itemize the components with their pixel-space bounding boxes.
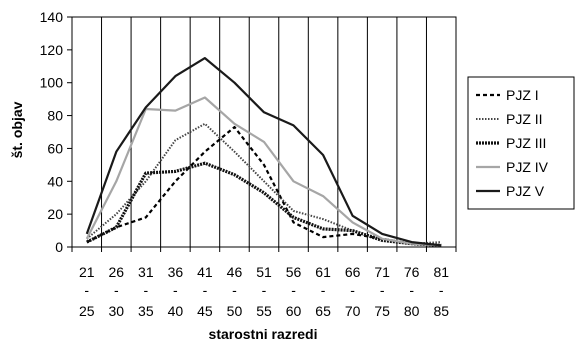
x-tick-label-start: 46 [227, 264, 243, 280]
x-tick-label-start: 26 [109, 264, 125, 280]
y-axis-label: št. objav [9, 101, 25, 158]
x-tick-label-start: 66 [345, 264, 361, 280]
series-line-pjz-iv [85, 96, 442, 247]
x-tick-label-start: 41 [197, 264, 213, 280]
y-tick-label: 40 [47, 173, 63, 189]
x-tick-label-end: 85 [433, 303, 449, 319]
x-tick-label-dash: - [321, 282, 326, 298]
y-tick-label: 20 [47, 206, 63, 222]
x-axis-label: starostni razredi [209, 326, 318, 342]
x-tick-label-start: 56 [286, 264, 302, 280]
legend-label-pjz-i: PJZ I [506, 87, 539, 103]
x-tick-label-end: 70 [345, 303, 361, 319]
x-tick-label-end: 40 [168, 303, 184, 319]
x-tick-label-start: 81 [433, 264, 449, 280]
x-tick-label-start: 61 [315, 264, 331, 280]
y-tick-label: 80 [47, 108, 63, 124]
x-tick-label-dash: - [173, 282, 178, 298]
x-tick-label-end: 65 [315, 303, 331, 319]
x-tick-label-start: 71 [374, 264, 390, 280]
x-tick-labels: 21 - 25 26 - 30 31 - 35 36 - 40 41 - 45 46 - 50 51 - 55 56 - 60… [79, 264, 449, 319]
x-tick-label-dash: - [291, 282, 296, 298]
x-tick-label-end: 25 [79, 303, 95, 319]
x-tick-label-start: 51 [256, 264, 272, 280]
y-tick-label: 140 [40, 9, 64, 25]
x-tick-label-start: 36 [168, 264, 184, 280]
x-tick-label-end: 35 [138, 303, 154, 319]
x-tick-label-dash: - [409, 282, 414, 298]
x-tick-label-dash: - [114, 282, 119, 298]
axes [67, 16, 457, 252]
series-line-pjz-i [86, 125, 442, 247]
legend-label-pjz-iv: PJZ IV [506, 159, 549, 175]
x-tick-label-end: 55 [256, 303, 272, 319]
series-lines [85, 56, 442, 247]
x-tick-label-end: 45 [197, 303, 213, 319]
series-line-pjz-iii [86, 161, 442, 247]
x-tick-label-start: 21 [79, 264, 95, 280]
x-tick-label-dash: - [84, 282, 89, 298]
x-tick-label-end: 50 [227, 303, 243, 319]
x-tick-label-end: 60 [286, 303, 302, 319]
legend: PJZ I PJZ II PJZ III PJZ IV PJZ V [467, 76, 575, 210]
legend-label-pjz-iii: PJZ III [506, 135, 546, 151]
y-tick-label: 120 [40, 42, 64, 58]
plot-area-border [71, 16, 457, 248]
x-tick-label-dash: - [439, 282, 444, 298]
x-tick-label-dash: - [144, 282, 149, 298]
x-tick-label-dash: - [232, 282, 237, 298]
x-tick-label-end: 30 [109, 303, 125, 319]
x-tick-label-dash: - [203, 282, 208, 298]
x-tick-label-end: 75 [374, 303, 390, 319]
series-line-pjz-v [85, 56, 442, 247]
y-tick-labels: 0 20 40 60 80 100 120 140 [40, 9, 64, 255]
legend-label-pjz-ii: PJZ II [506, 111, 543, 127]
x-tick-label-start: 31 [138, 264, 154, 280]
x-tick-label-dash: - [262, 282, 267, 298]
x-tick-label-dash: - [350, 282, 355, 298]
x-tick-label-start: 76 [404, 264, 420, 280]
legend-label-pjz-v: PJZ V [506, 183, 545, 199]
x-tick-label-dash: - [380, 282, 385, 298]
y-tick-label: 100 [40, 75, 64, 91]
y-tick-label: 60 [47, 140, 63, 156]
y-tick-label: 0 [55, 239, 63, 255]
x-tick-label-end: 80 [404, 303, 420, 319]
